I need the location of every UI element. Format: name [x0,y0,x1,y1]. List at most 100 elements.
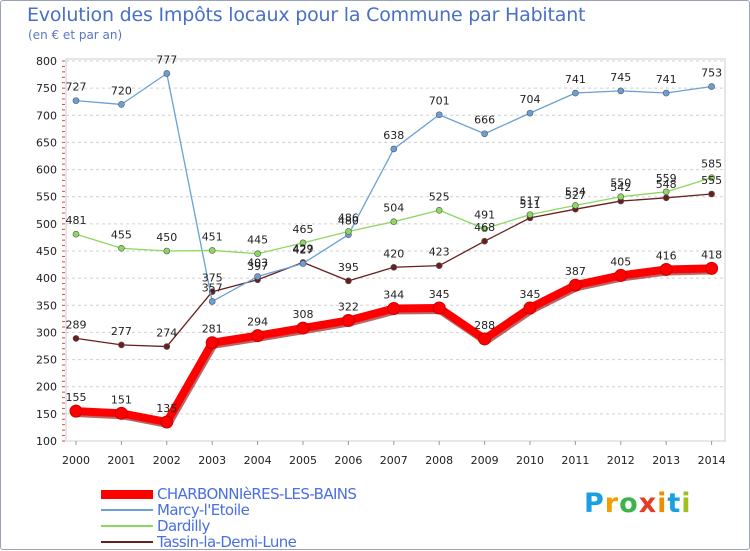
data-label: 151 [111,393,132,406]
data-point [572,202,579,209]
legend-swatch [101,509,153,511]
data-point [72,97,80,104]
data-label: 741 [656,73,677,86]
data-label: 416 [656,249,677,262]
data-point [205,336,219,350]
data-point [659,262,673,276]
data-label: 465 [293,223,314,236]
series-layer [69,70,719,429]
x-tick-label: 2007 [380,454,408,467]
data-point [341,313,355,327]
data-label: 511 [520,198,541,211]
data-label: 525 [429,190,450,203]
data-point [662,89,670,97]
data-label: 451 [202,230,223,243]
data-label: 585 [701,158,722,171]
x-tick-label: 2012 [607,454,635,467]
y-tick-label: 300 [36,326,57,339]
data-point [387,302,401,316]
data-point [432,301,446,315]
data-point [72,335,80,342]
data-point [390,145,398,153]
data-label: 559 [656,172,677,185]
chart-subtitle: (en € et par an) [28,28,123,42]
legend-label: Marcy-l'Etoile [157,501,250,519]
data-point [345,277,352,285]
data-point [662,188,670,196]
x-tick-label: 2014 [698,454,726,467]
data-label: 344 [383,289,404,302]
legend-label: CHARBONNIèRES-LES-BAINS [157,485,357,503]
data-point [481,237,488,245]
data-point [254,250,261,258]
data-label: 745 [610,71,631,84]
data-point [617,87,625,95]
data-point [478,332,492,346]
axes: 100 150 200 250 300 350 400 450 500 550 600 650 700 7… [36,55,726,467]
data-label: 555 [701,174,722,187]
data-label: 155 [66,391,87,404]
data-point [617,193,625,201]
data-label: 345 [429,288,450,301]
data-label: 274 [156,327,177,340]
data-point [708,83,715,90]
data-point [69,404,83,418]
chart-title: Evolution des Impôts locaux pour la Comm… [27,4,586,26]
logo-letter: x [638,488,658,519]
data-point [435,206,443,214]
data-point [708,190,715,198]
y-tick-label: 350 [36,299,57,312]
logo-letter: r [604,488,620,519]
data-point [705,261,719,275]
data-label: 468 [474,221,495,234]
data-label: 486 [338,211,359,224]
data-point [118,341,125,349]
legend-swatch [101,489,153,499]
x-tick-label: 2010 [516,454,544,467]
y-tick-label: 400 [36,272,57,285]
data-label: 704 [520,93,541,106]
data-label: 720 [111,84,132,97]
data-point [208,247,216,254]
data-point [118,101,125,108]
x-tick-label: 2001 [107,454,135,467]
data-label: 403 [247,257,268,270]
data-label: 281 [202,323,223,336]
data-label: 550 [610,177,631,190]
data-label: 420 [383,247,404,260]
data-label: 387 [565,265,586,278]
data-point [118,244,125,252]
plot-area [65,58,726,442]
x-tick-label: 2002 [153,454,181,467]
logo-letter: i [657,488,668,519]
x-tick-label: 2003 [198,454,226,467]
data-label: 741 [565,73,586,86]
legend-swatch [101,525,153,527]
data-point [299,239,307,247]
logo-letter: t [667,488,682,519]
data-point [163,70,171,77]
data-label: 288 [474,319,495,332]
data-point [208,298,216,305]
data-label: 727 [66,81,87,94]
data-label: 701 [429,95,450,108]
data-label: 418 [701,248,722,261]
data-point [572,89,579,97]
data-point [481,130,488,138]
data-label: 405 [610,255,631,268]
x-tick-label: 2011 [561,454,589,467]
data-label: 527 [565,189,586,202]
data-label: 666 [474,114,495,127]
data-point [345,228,352,235]
data-label: 322 [338,300,359,313]
proxiti-logo: Proxiti [584,488,692,519]
logo-letter: i [681,488,692,519]
x-tick-label: 2008 [425,454,453,467]
data-label: 517 [520,195,541,208]
data-point [435,262,443,269]
data-label: 753 [701,67,722,80]
data-label: 548 [656,178,677,191]
